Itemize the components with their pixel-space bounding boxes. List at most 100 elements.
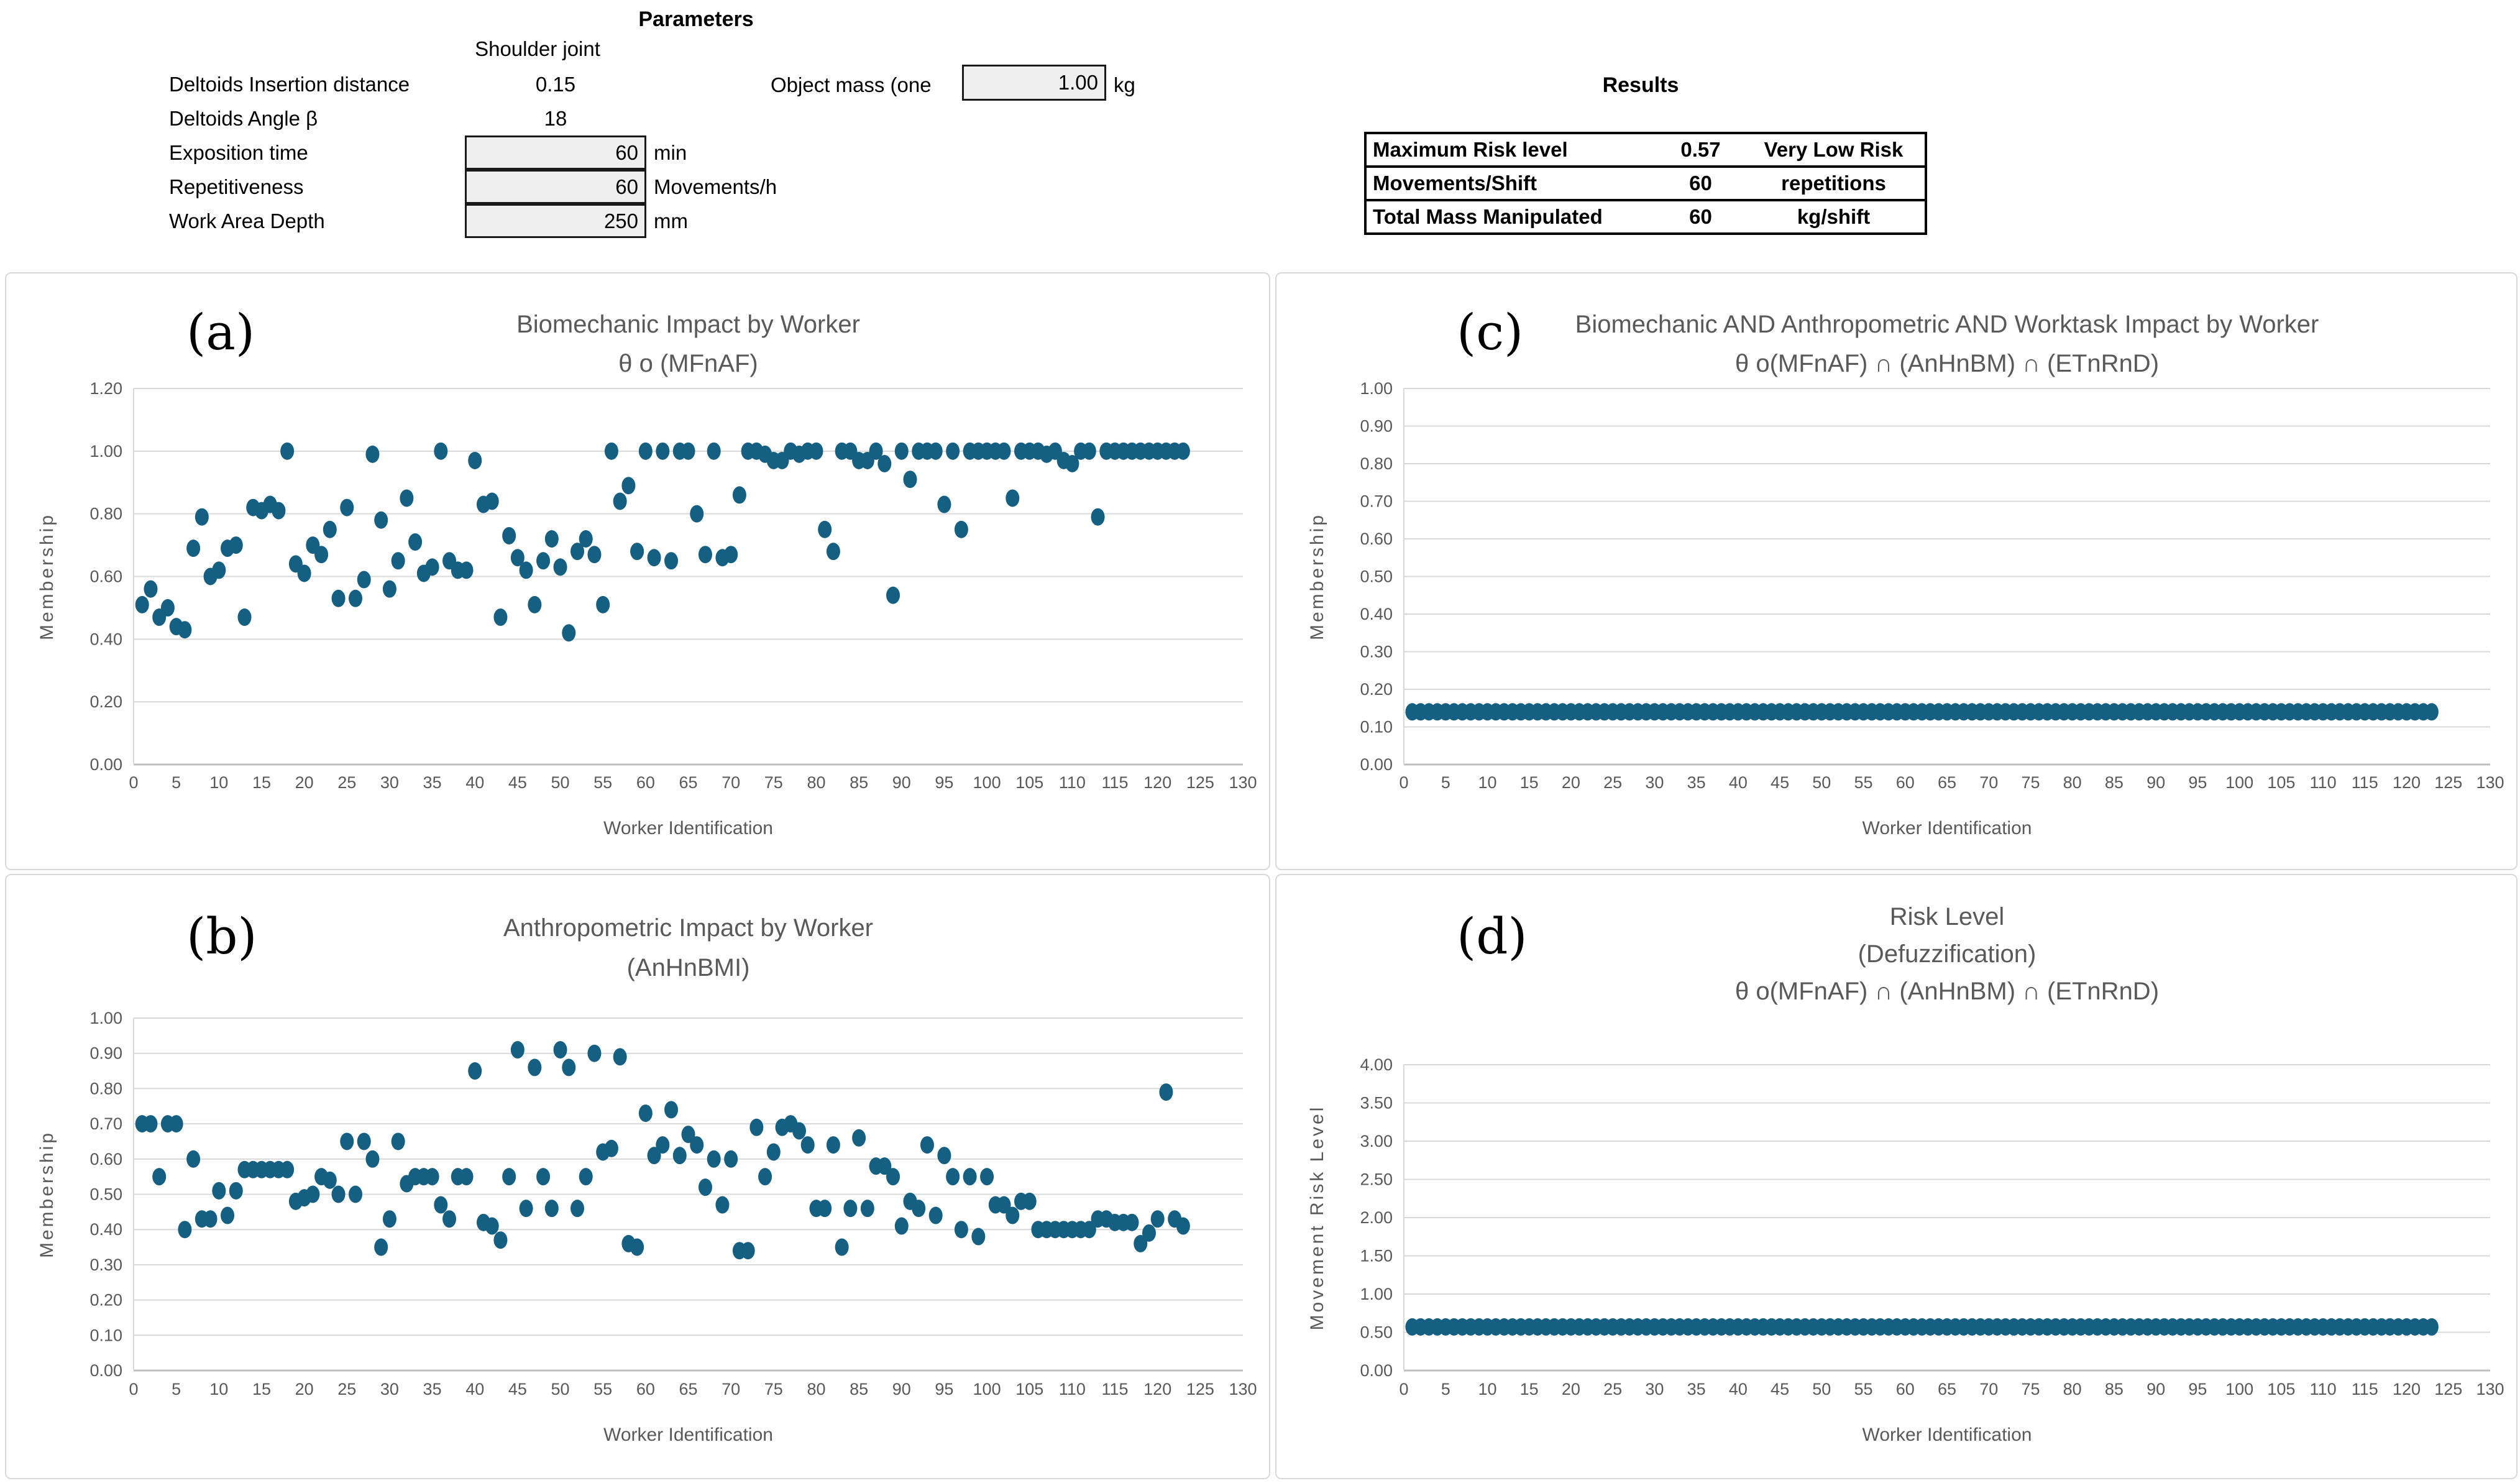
svg-text:35: 35 — [423, 773, 442, 792]
svg-text:130: 130 — [2476, 773, 2504, 792]
svg-text:25: 25 — [1603, 773, 1622, 792]
object-mass-input[interactable]: 1.00 — [962, 65, 1106, 101]
svg-text:105: 105 — [1015, 1380, 1043, 1398]
svg-text:10: 10 — [209, 773, 228, 792]
svg-text:130: 130 — [1229, 773, 1257, 792]
svg-text:0.20: 0.20 — [1360, 680, 1393, 699]
svg-text:110: 110 — [2310, 773, 2337, 792]
svg-text:115: 115 — [2352, 1380, 2378, 1398]
svg-text:30: 30 — [1645, 1380, 1664, 1398]
svg-text:25: 25 — [337, 773, 356, 792]
chart-svg-d: 0.00 0.50 1.00 1.50 2.00 2.50 3.00 3.50 4.00 0 5 10… — [1307, 903, 2504, 1445]
svg-text:30: 30 — [380, 773, 399, 792]
svg-text:5: 5 — [172, 773, 181, 792]
svg-text:(Defuzzification): (Defuzzification) — [1858, 940, 2037, 968]
svg-text:0.50: 0.50 — [1360, 567, 1393, 586]
svg-text:80: 80 — [2063, 1380, 2082, 1398]
svg-text:75: 75 — [764, 1380, 783, 1398]
svg-text:35: 35 — [1687, 773, 1706, 792]
svg-text:0: 0 — [129, 1380, 138, 1398]
svg-text:80: 80 — [807, 1380, 825, 1398]
svg-text:0: 0 — [1399, 773, 1408, 792]
svg-text:55: 55 — [593, 1380, 612, 1398]
results-value-max-risk: 0.57 — [1659, 132, 1743, 168]
svg-text:50: 50 — [551, 773, 570, 792]
svg-text:3.50: 3.50 — [1360, 1094, 1393, 1113]
svg-text:Movement Risk Level: Movement Risk Level — [1307, 1105, 1327, 1331]
svg-text:0.00: 0.00 — [1360, 755, 1393, 774]
results-table: Maximum Risk level 0.57 Very Low Risk Mo… — [1364, 132, 1927, 235]
results-row-max-risk: Maximum Risk level 0.57 Very Low Risk — [1364, 132, 1927, 168]
param-label-deltoids-angle: Deltoids Angle β — [169, 107, 318, 130]
param-label-repetitiveness: Repetitiveness — [169, 175, 304, 198]
svg-text:125: 125 — [1186, 1380, 1214, 1398]
svg-text:1.00: 1.00 — [1360, 1285, 1393, 1303]
svg-text:105: 105 — [1015, 773, 1043, 792]
svg-text:85: 85 — [2105, 773, 2124, 792]
svg-text:60: 60 — [1896, 773, 1915, 792]
svg-text:20: 20 — [1562, 1380, 1580, 1398]
svg-text:θ o (MFnAF): θ o (MFnAF) — [618, 350, 758, 377]
svg-text:125: 125 — [2434, 1380, 2462, 1398]
svg-text:Worker Identification: Worker Identification — [603, 1425, 773, 1445]
svg-text:1.00: 1.00 — [89, 1009, 122, 1027]
svg-text:0.60: 0.60 — [89, 567, 122, 586]
svg-text:130: 130 — [1229, 1380, 1257, 1398]
svg-text:4.00: 4.00 — [1360, 1055, 1393, 1074]
chart-svg-a: 0.00 0.20 0.40 0.60 0.80 1.00 1.20 0 5 10 15 20 25 30… — [37, 303, 1257, 838]
svg-text:20: 20 — [295, 1380, 314, 1398]
svg-text:Biomechanic Impact by Worker: Biomechanic Impact by Worker — [516, 311, 860, 338]
svg-text:0.60: 0.60 — [1360, 530, 1393, 548]
results-label-max-risk: Maximum Risk level — [1364, 132, 1659, 168]
svg-text:Anthropometric Impact by Worke: Anthropometric Impact by Worker — [503, 914, 873, 942]
svg-text:40: 40 — [465, 773, 484, 792]
svg-text:105: 105 — [2267, 773, 2295, 792]
param-value-deltoids-insertion: 0.15 — [535, 73, 576, 96]
svg-text:0.10: 0.10 — [1360, 718, 1393, 737]
param-row-work-area-depth: Work Area Depth 250 mm — [0, 204, 1305, 238]
exposition-time-input[interactable]: 60 — [465, 135, 646, 170]
repetitiveness-input[interactable]: 60 — [465, 170, 646, 204]
svg-text:75: 75 — [2021, 1380, 2040, 1398]
chart-svg-b: 0.00 0.10 0.20 0.30 0.40 0.50 0.60 0.70 0.80 0.90… — [37, 907, 1257, 1445]
svg-text:105: 105 — [2267, 1380, 2295, 1398]
svg-text:55: 55 — [593, 773, 612, 792]
svg-text:50: 50 — [1812, 1380, 1831, 1398]
svg-text:70: 70 — [1979, 1380, 1998, 1398]
svg-text:100: 100 — [973, 773, 1001, 792]
chart-svg-c: 0.00 0.10 0.20 0.30 0.40 0.50 0.60 0.70 0.80 0.90… — [1307, 303, 2504, 838]
svg-text:0.10: 0.10 — [89, 1326, 122, 1344]
svg-text:1.00: 1.00 — [89, 442, 122, 461]
svg-text:65: 65 — [1938, 773, 1956, 792]
svg-text:0.40: 0.40 — [89, 1220, 122, 1239]
svg-text:90: 90 — [892, 773, 911, 792]
svg-text:75: 75 — [2021, 773, 2040, 792]
svg-text:115: 115 — [2352, 773, 2378, 792]
svg-text:0.80: 0.80 — [1360, 454, 1393, 473]
svg-text:110: 110 — [1059, 773, 1086, 792]
param-unit-exposition-time: min — [654, 141, 687, 164]
svg-text:15: 15 — [1520, 773, 1539, 792]
svg-text:45: 45 — [508, 1380, 527, 1398]
svg-text:45: 45 — [1771, 1380, 1789, 1398]
svg-text:15: 15 — [1520, 1380, 1539, 1398]
svg-text:60: 60 — [636, 1380, 655, 1398]
svg-text:Worker Identification: Worker Identification — [1863, 1425, 2032, 1445]
svg-text:10: 10 — [209, 1380, 228, 1398]
svg-text:90: 90 — [892, 1380, 911, 1398]
object-mass-unit: kg — [1114, 73, 1135, 96]
svg-text:0.00: 0.00 — [89, 1361, 122, 1380]
svg-text:0.50: 0.50 — [1360, 1323, 1393, 1342]
svg-text:θ o(MFnAF) ∩ (AnHnBM) ∩ (ETnRn: θ o(MFnAF) ∩ (AnHnBM) ∩ (ETnRnD) — [1735, 978, 2159, 1005]
svg-text:0.30: 0.30 — [1360, 643, 1393, 661]
svg-text:θ o(MFnAF) ∩ (AnHnBM) ∩ (ETnRn: θ o(MFnAF) ∩ (AnHnBM) ∩ (ETnRnD) — [1735, 350, 2159, 377]
chart-panel-b: 0.00 0.10 0.20 0.30 0.40 0.50 0.60 0.70 0.80 0.90… — [5, 874, 1270, 1479]
svg-text:120: 120 — [1143, 773, 1171, 792]
svg-text:Membership: Membership — [1307, 513, 1327, 640]
svg-text:0: 0 — [129, 773, 138, 792]
svg-text:0.20: 0.20 — [89, 692, 122, 711]
svg-text:25: 25 — [337, 1380, 356, 1398]
svg-text:Biomechanic AND Anthropometric: Biomechanic AND Anthropometric AND Workt… — [1575, 311, 2319, 338]
work-area-depth-input[interactable]: 250 — [465, 204, 646, 238]
